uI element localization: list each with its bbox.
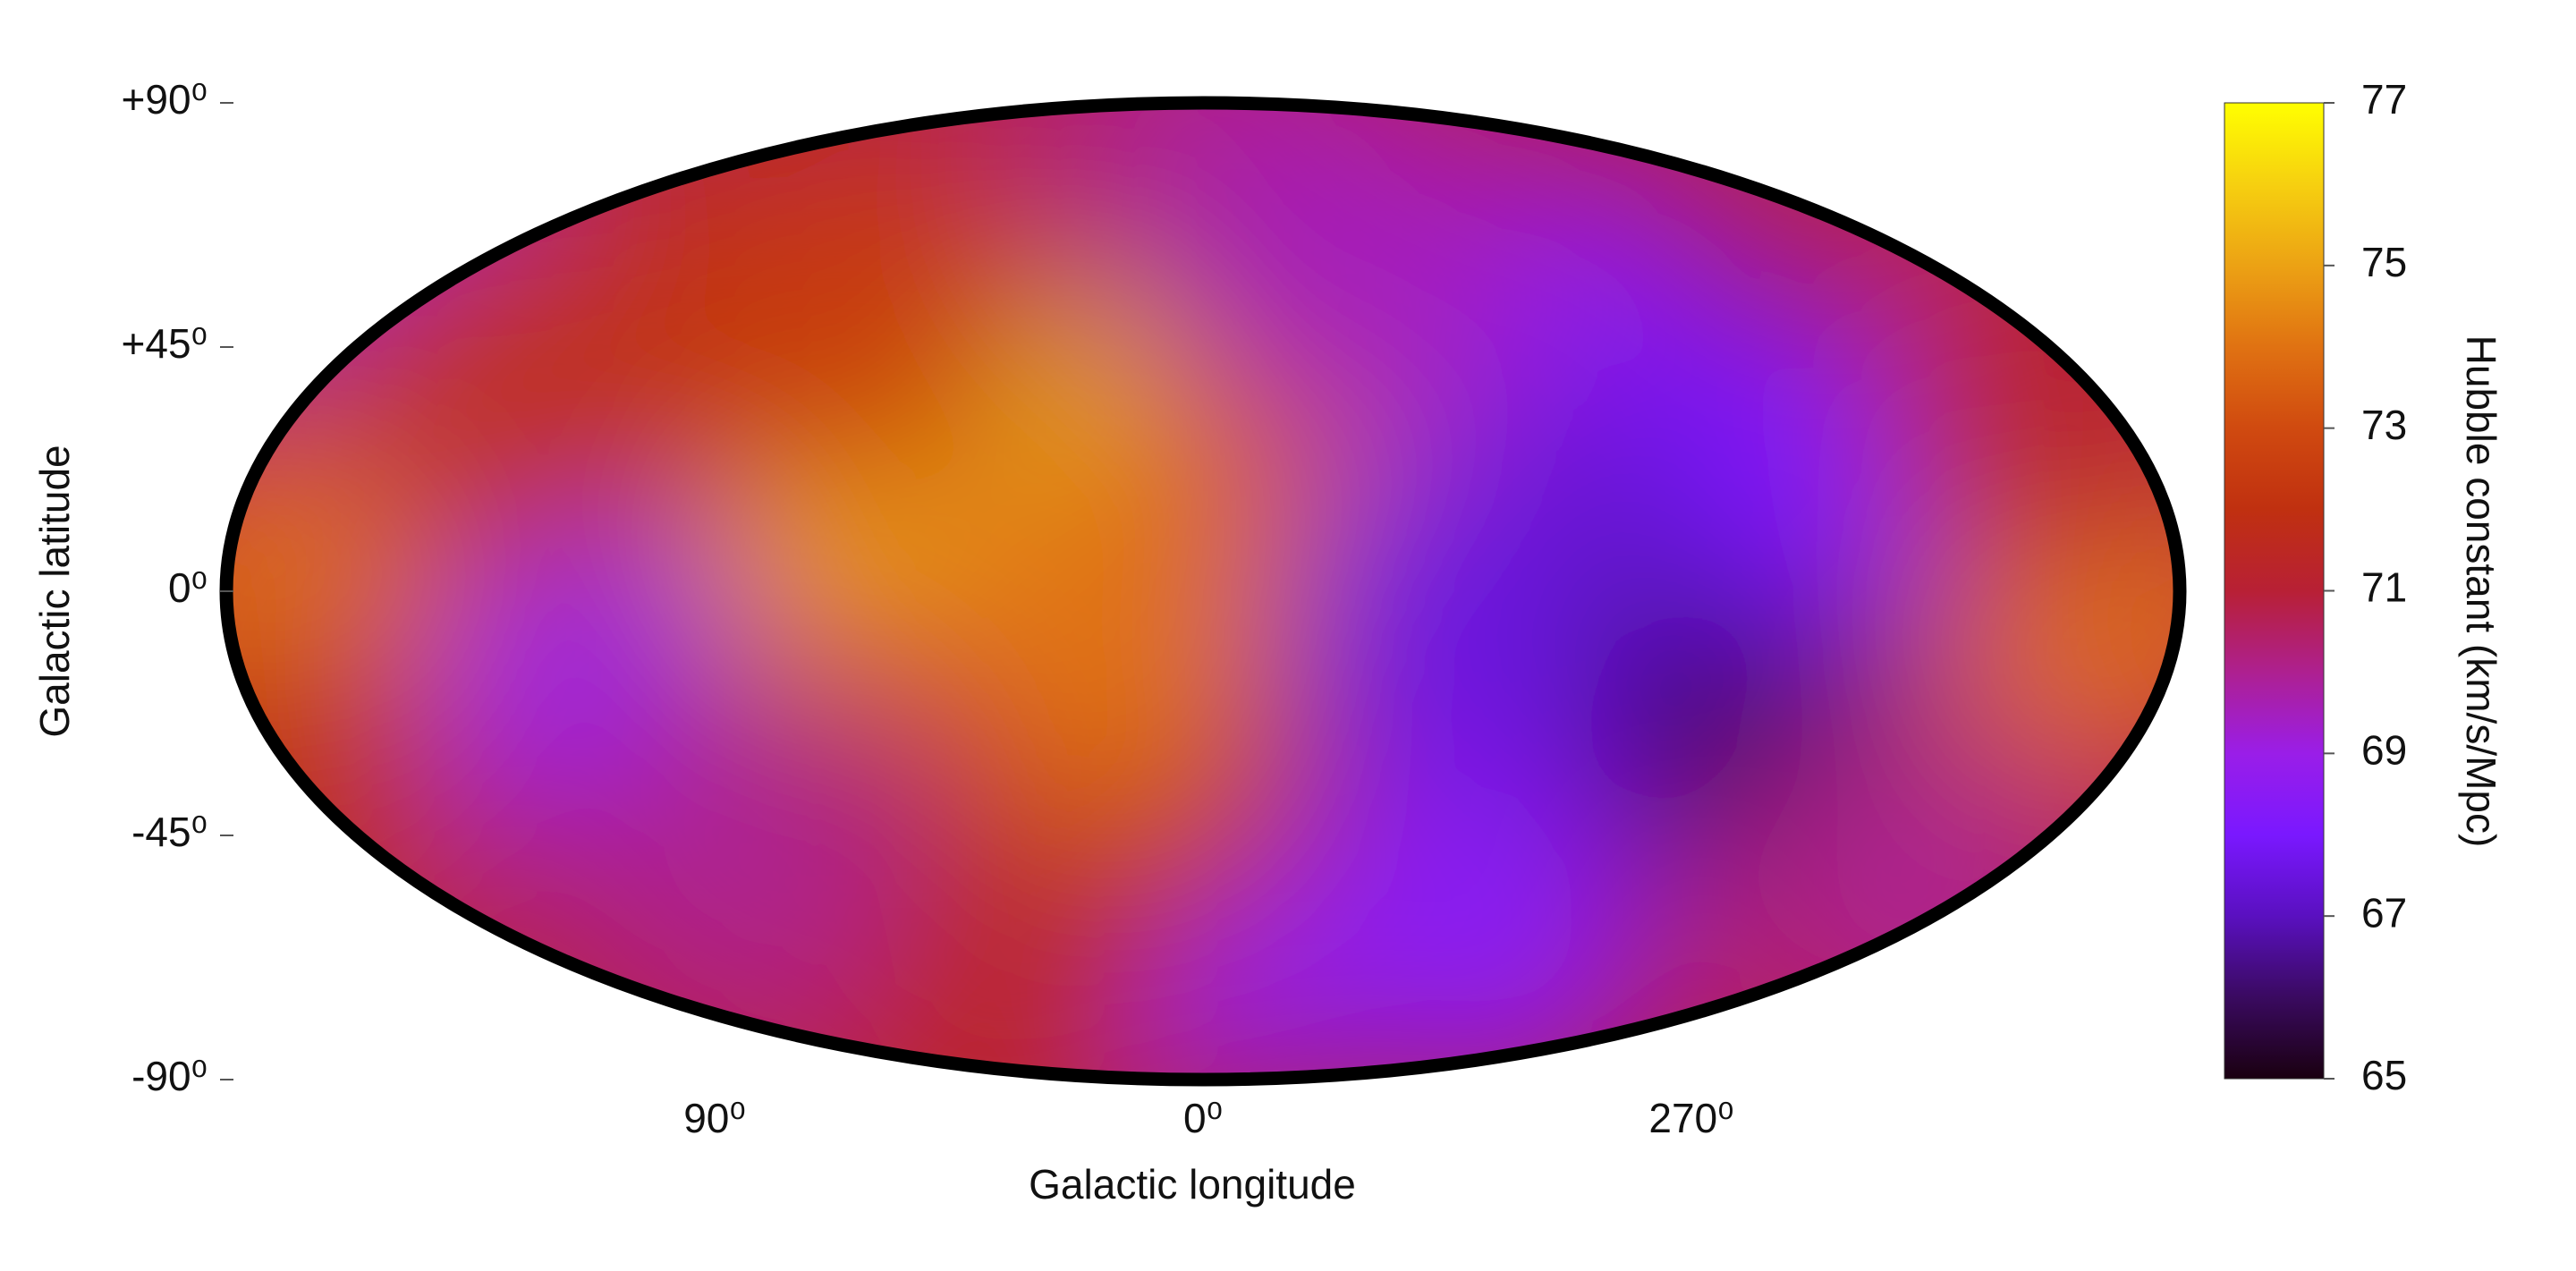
colorbar-tick-label: 65 [2361, 1052, 2407, 1098]
field-blob [1196, 103, 1536, 436]
field-blob [327, 231, 668, 572]
field-blob [708, 149, 1047, 490]
y-tick-label: -45⁰ [131, 809, 208, 855]
colorbar-tick-label: 73 [2361, 402, 2407, 448]
x-tick-label: 0⁰ [1183, 1095, 1223, 1141]
y-tick-label: +90⁰ [122, 76, 208, 123]
colorbar-tick-label: 69 [2361, 726, 2407, 773]
field-blob [1738, 719, 2079, 1060]
sky-map [226, 103, 2180, 1080]
colorbar [2224, 102, 2325, 1080]
x-tick-label: 270⁰ [1648, 1095, 1733, 1141]
colorbar-tick-label: 75 [2361, 239, 2407, 285]
field-blob [572, 692, 912, 1033]
x-axis-label: Galactic longitude [1029, 1161, 1356, 1207]
colorbar-tick-label: 67 [2361, 889, 2407, 936]
map-field [226, 103, 2180, 1080]
field-blob [1320, 758, 1661, 1080]
field-blob [924, 475, 1265, 816]
field-blob [1288, 459, 1629, 800]
x-tick-label: 90⁰ [683, 1095, 746, 1141]
y-tick-label: 0⁰ [168, 564, 208, 611]
colorbar-tick-label: 77 [2361, 76, 2407, 123]
y-axis-label: Galactic latitude [31, 445, 78, 737]
colorbar-label: Hubble constant (km/s/Mpc) [2458, 335, 2504, 848]
y-tick-label: -90⁰ [131, 1053, 208, 1099]
y-tick-label: +45⁰ [122, 320, 208, 367]
colorbar-tick-label: 71 [2361, 564, 2407, 611]
